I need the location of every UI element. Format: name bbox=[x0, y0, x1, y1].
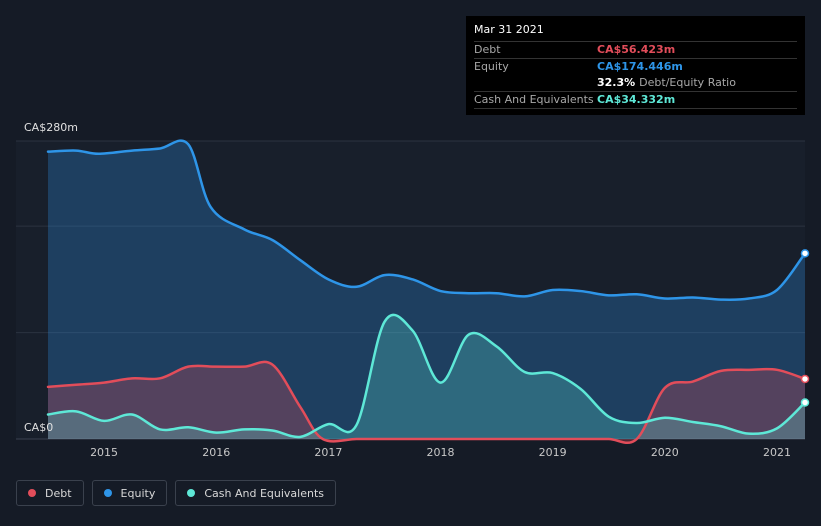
debt-line bbox=[46, 360, 807, 444]
tooltip-row-ratio: 32.3% Debt/Equity Ratio bbox=[474, 75, 797, 91]
end-markers bbox=[800, 249, 810, 407]
tooltip-cash-label: Cash And Equivalents bbox=[474, 93, 594, 106]
tooltip-debt-value: CA$56.423m bbox=[597, 43, 676, 56]
axis-labels: CA$280m CA$0 2015 2016 2017 2018 2019 2020 2021 bbox=[24, 121, 791, 459]
equity-line bbox=[46, 139, 807, 301]
legend: Debt Equity Cash And Equivalents bbox=[16, 480, 340, 506]
equity-dot-icon bbox=[103, 489, 112, 497]
tooltip-row-debt: Debt CA$56.423m bbox=[474, 41, 797, 58]
tooltip-debt-label: Debt bbox=[474, 43, 501, 56]
legend-item-equity[interactable]: Equity bbox=[91, 480, 168, 506]
cash-and-equivalents-end-marker bbox=[800, 398, 810, 407]
equity-area bbox=[48, 140, 805, 439]
tooltip-equity-value: CA$174.446m bbox=[597, 60, 683, 73]
cash-and-equivalents-area bbox=[48, 314, 805, 439]
tooltip-row-cash: Cash And Equivalents CA$34.332m bbox=[474, 91, 797, 109]
x-tick-label: 2015 bbox=[90, 446, 118, 459]
legend-label-debt: Debt bbox=[45, 486, 72, 500]
cash-and-equivalents-line bbox=[46, 313, 807, 439]
legend-item-debt[interactable]: Debt bbox=[16, 480, 84, 506]
debt-end-marker bbox=[800, 374, 810, 384]
debt-dot-icon bbox=[28, 489, 36, 497]
cash-dot-icon bbox=[187, 489, 196, 497]
y-tick-label: CA$280m bbox=[24, 121, 78, 134]
x-tick-label: 2019 bbox=[539, 446, 567, 459]
x-tick-label: 2016 bbox=[202, 446, 230, 459]
x-tick-label: 2020 bbox=[651, 446, 679, 459]
y-tick-label: CA$0 bbox=[24, 421, 53, 434]
series-areas bbox=[48, 140, 805, 443]
tooltip-ratio-value: 32.3% bbox=[597, 76, 636, 89]
equity-end-marker bbox=[800, 249, 810, 258]
tooltip-row-equity: Equity CA$174.446m bbox=[474, 58, 797, 75]
x-tick-label: 2017 bbox=[314, 446, 342, 459]
tooltip-date: Mar 31 2021 bbox=[474, 23, 544, 36]
tooltip-ratio-label: Debt/Equity Ratio bbox=[639, 76, 736, 89]
x-tick-label: 2018 bbox=[427, 446, 455, 459]
tooltip-equity-label: Equity bbox=[474, 60, 509, 73]
legend-label-cash: Cash And Equivalents bbox=[204, 486, 324, 500]
x-tick-label: 2021 bbox=[763, 446, 791, 459]
tooltip-cash-value: CA$34.332m bbox=[597, 93, 676, 106]
plot-area-highlight bbox=[16, 141, 805, 439]
debt-area bbox=[48, 361, 805, 443]
legend-label-equity: Equity bbox=[120, 486, 156, 500]
tooltip: Mar 31 2021 Debt CA$56.423m Equity CA$17… bbox=[466, 16, 805, 115]
legend-item-cash[interactable]: Cash And Equivalents bbox=[175, 480, 336, 506]
series-lines bbox=[46, 139, 807, 444]
